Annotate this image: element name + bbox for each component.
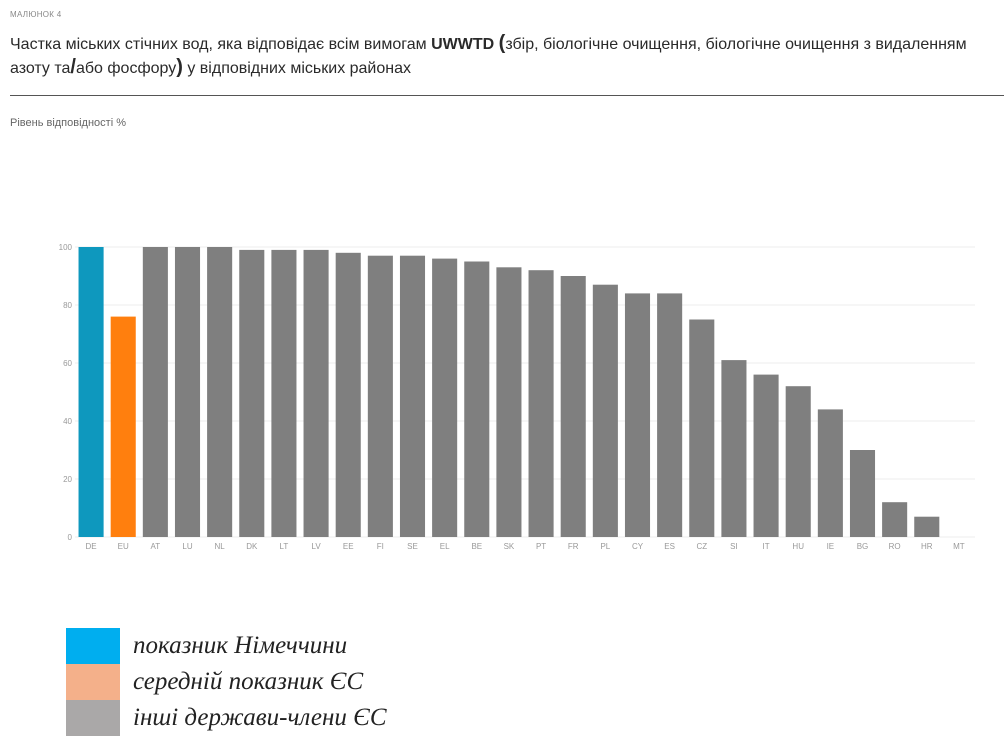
x-tick-label-fi: FI — [377, 542, 384, 551]
legend-item-other-states: інші держави-члени ЄС — [66, 700, 387, 736]
y-tick-label-20: 20 — [63, 475, 72, 484]
legend-swatch-germany — [66, 628, 120, 664]
bar-chart: 0 20 40 60 80 100 DE EU AT LU NL DK LT LV EE FI SE EL BE SK… — [59, 243, 975, 551]
y-tick-label-0: 0 — [68, 533, 73, 542]
bar-sk — [496, 267, 522, 537]
bar-dk — [239, 249, 265, 537]
x-tick-label-at: AT — [151, 542, 161, 551]
bar-se — [399, 255, 426, 537]
title-bold-acronym: UWWTD — [431, 36, 495, 53]
x-tick-label-hr: HR — [921, 542, 933, 551]
bar-be — [464, 261, 490, 537]
x-tick-label-ee: EE — [343, 542, 354, 551]
legend-item-eu-average: середній показник ЄС — [66, 664, 387, 700]
x-tick-label-lu: LU — [182, 542, 192, 551]
bar-hu — [785, 386, 811, 537]
bar-eu — [110, 316, 136, 537]
bar-ee — [335, 252, 361, 538]
title-text-2: збір, біологічне очищення, біологічне оч… — [10, 36, 967, 77]
x-tick-label-sk: SK — [504, 542, 515, 551]
y-tick-label-40: 40 — [63, 417, 72, 426]
bar-de — [78, 247, 104, 537]
figure-label: МАЛЮНОК 4 — [10, 10, 62, 19]
y-tick-label-80: 80 — [63, 301, 72, 310]
bar-fi — [367, 255, 393, 537]
x-tick-label-fr: FR — [568, 542, 579, 551]
bar-hr — [914, 516, 940, 537]
x-tick-label-pl: PL — [600, 542, 610, 551]
legend-label-germany: показник Німеччини — [133, 632, 348, 659]
title-text-3: або фосфору — [75, 60, 177, 77]
x-tick-label-si: SI — [730, 542, 738, 551]
legend-swatch-eu-average — [66, 664, 120, 700]
bar-lu — [174, 247, 201, 537]
bar-cz — [689, 319, 715, 537]
bar-lt — [271, 249, 297, 537]
legend-swatch-other-states — [66, 700, 120, 736]
legend: показник Німеччини середній показник ЄС … — [66, 628, 387, 736]
bar-cy — [624, 293, 651, 537]
x-tick-label-se: SE — [407, 542, 418, 551]
x-tick-label-nl: NL — [215, 542, 226, 551]
bar-ro — [882, 502, 908, 537]
bar-es — [657, 293, 683, 537]
x-tick-label-de: DE — [86, 542, 97, 551]
x-tick-label-ie: IE — [827, 542, 835, 551]
bar-el — [432, 258, 458, 537]
bar-si — [721, 360, 747, 537]
x-tick-label-it: IT — [763, 542, 770, 551]
x-tick-label-lt: LT — [280, 542, 289, 551]
title-close-paren: ) — [176, 56, 183, 78]
chart-title: Частка міських стічних вод, яка відповід… — [10, 32, 1000, 80]
x-tick-label-es: ES — [664, 542, 675, 551]
x-tick-label-lv: LV — [311, 542, 321, 551]
x-tick-label-be: BE — [471, 542, 482, 551]
title-slash: / — [70, 56, 76, 78]
x-tick-label-hu: HU — [792, 542, 804, 551]
bar-lv — [303, 249, 329, 537]
x-tick-label-bg: BG — [857, 542, 869, 551]
bar-fr — [560, 276, 586, 537]
x-tick-label-ro: RO — [889, 542, 901, 551]
title-divider — [10, 95, 1004, 96]
bar-pt — [528, 270, 554, 537]
bar-at — [142, 247, 168, 537]
title-open-paren: ( — [498, 32, 506, 54]
legend-item-germany: показник Німеччини — [66, 628, 387, 664]
title-text-1: Частка міських стічних вод, яка відповід… — [10, 36, 432, 53]
bar-it — [753, 374, 779, 537]
x-tick-label-dk: DK — [246, 542, 258, 551]
bar-bg — [849, 450, 876, 537]
x-tick-label-eu: EU — [118, 542, 129, 551]
title-text-4: у відповідних міських районах — [182, 60, 411, 77]
y-tick-label-100: 100 — [59, 243, 73, 252]
legend-label-eu-average: середній показник ЄС — [133, 668, 364, 695]
x-tick-label-el: EL — [440, 542, 450, 551]
x-tick-label-cz: CZ — [696, 542, 707, 551]
x-tick-label-pt: PT — [536, 542, 546, 551]
y-tick-label-60: 60 — [63, 359, 72, 368]
x-tick-label-mt: MT — [953, 542, 965, 551]
bar-ie — [817, 409, 843, 537]
y-axis-label: Рівень відповідності % — [10, 117, 126, 129]
bar-nl — [207, 247, 233, 537]
bar-pl — [592, 284, 618, 537]
x-tick-label-cy: CY — [632, 542, 644, 551]
legend-label-other-states: інші держави-члени ЄС — [133, 704, 387, 731]
